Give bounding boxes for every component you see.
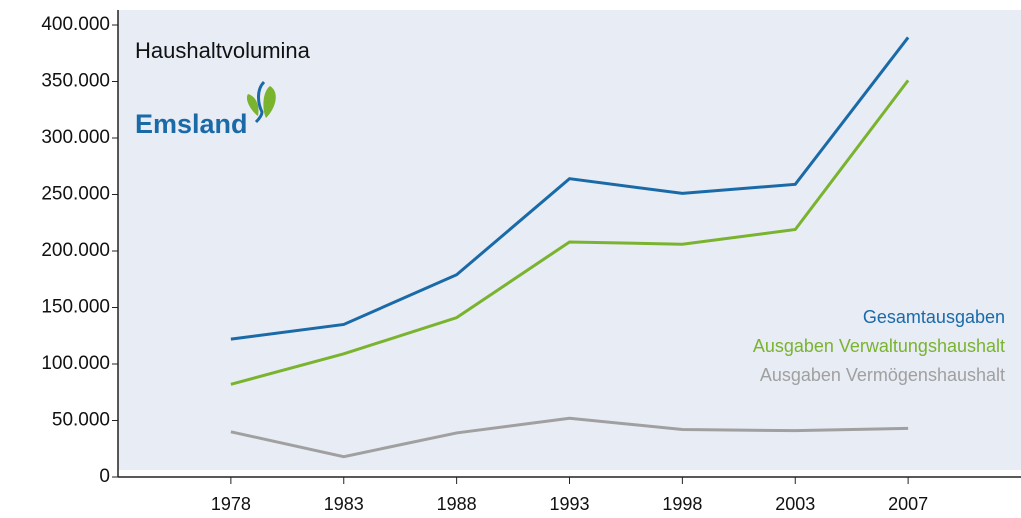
x-tick-label: 2007 [888, 494, 928, 514]
x-tick-label: 1998 [662, 494, 702, 514]
x-tick-label: 1978 [211, 494, 251, 514]
series-line [230, 36, 910, 341]
x-tick-label: 1983 [324, 494, 364, 514]
legend-entry: Ausgaben Vermögenshaushalt [760, 365, 1005, 385]
legend-entry: Gesamtausgaben [863, 307, 1005, 327]
y-tick-label: 0 [99, 466, 110, 487]
y-tick-label: 200.000 [41, 240, 110, 261]
x-tick-label: 2003 [775, 494, 815, 514]
y-tick-label: 350.000 [41, 71, 110, 92]
plot-background [118, 10, 1021, 470]
logo-text: Emsland [135, 109, 248, 139]
chart-title: Haushaltvolumina [135, 38, 311, 63]
y-tick-label: 250.000 [41, 184, 110, 205]
y-tick-label: 100.000 [41, 353, 110, 374]
legend-entry: Ausgaben Verwaltungshaushalt [753, 336, 1005, 356]
y-tick-label: 150.000 [41, 297, 110, 318]
y-tick-label: 300.000 [41, 127, 110, 148]
logo-leaf [263, 86, 276, 118]
logo-leaf [246, 94, 259, 116]
logo-swoosh [254, 80, 266, 124]
y-tick-label: 400.000 [41, 14, 110, 35]
series-line [230, 79, 910, 386]
x-tick-label: 1993 [549, 494, 589, 514]
series-line [230, 416, 909, 459]
y-tick-label: 50.000 [52, 410, 110, 431]
x-tick-label: 1988 [437, 494, 477, 514]
